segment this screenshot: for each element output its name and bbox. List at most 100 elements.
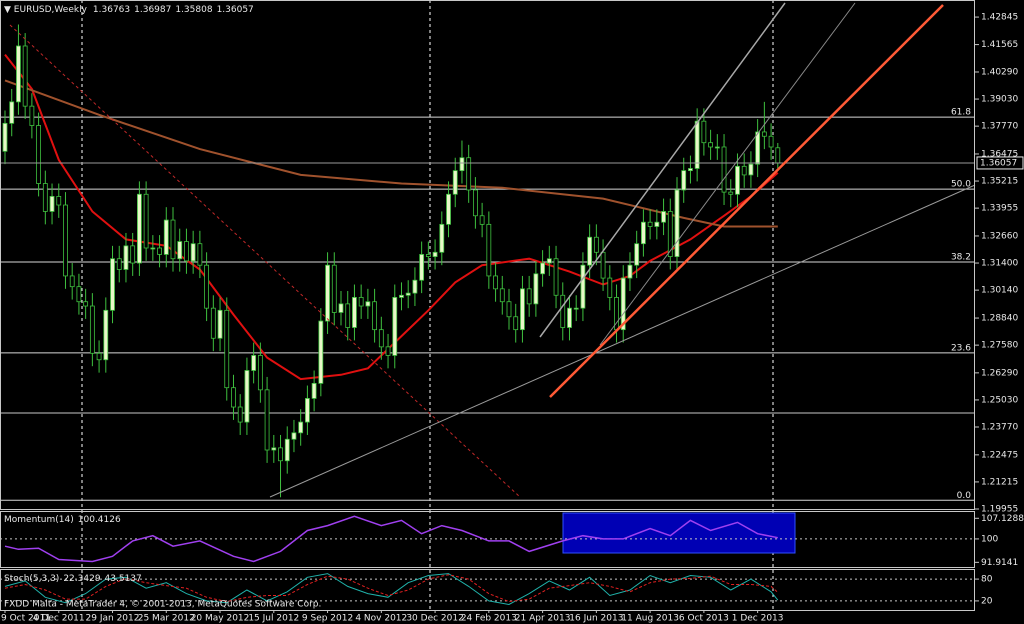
candle-body — [163, 219, 169, 255]
y-tick-label: 1.25030 — [981, 395, 1018, 405]
x-tick-label: 29 Jan 2012 — [86, 614, 140, 624]
candle-body — [378, 329, 384, 348]
y-tick-label: 91.9141 — [981, 558, 1018, 568]
candle-body — [520, 288, 525, 331]
main-frame — [0, 0, 975, 510]
candle-body — [190, 243, 196, 262]
candle-body — [157, 247, 162, 255]
candle-body — [311, 382, 317, 399]
indicator-title: Momentum(14) — [4, 515, 74, 525]
candle-body — [667, 211, 673, 257]
candle-body — [506, 301, 512, 318]
x-tick-label: 1 Dec 2013 — [732, 614, 784, 624]
candle-body — [76, 286, 82, 303]
candle-body — [36, 125, 41, 184]
y-tick-label: 1.40290 — [981, 67, 1018, 77]
candle-body — [493, 275, 498, 290]
candle-body — [331, 264, 337, 313]
candle-body — [546, 258, 552, 264]
candle-body — [694, 120, 700, 169]
candle-body — [641, 221, 646, 245]
candle-body — [647, 221, 653, 227]
candle-body — [231, 387, 236, 408]
y-tick-label: 1.39030 — [981, 95, 1018, 105]
candle-body — [49, 196, 55, 212]
x-tick-label: 9 Oct 2011 — [1, 614, 51, 624]
candle-body — [338, 303, 344, 313]
candle-body — [399, 294, 404, 298]
menu-arrow[interactable]: ▼ — [4, 5, 14, 15]
candle-body — [573, 307, 579, 310]
y-tick-label: 1.32660 — [981, 231, 1018, 241]
candle-body — [405, 292, 411, 296]
candle-body — [264, 389, 270, 451]
candle-body — [197, 243, 203, 266]
candle-body — [681, 170, 687, 191]
candle-body — [89, 305, 95, 354]
fib-label: 61.8 — [951, 108, 971, 118]
candle-body — [358, 297, 364, 307]
candle-body — [459, 157, 465, 172]
stoch-frame — [0, 569, 975, 611]
candle-body — [257, 355, 263, 391]
x-tick-label: 25 Mar 2012 — [138, 614, 195, 624]
y-tick-label: 1.28840 — [981, 314, 1018, 324]
trend-line — [549, 4, 944, 398]
candle-body — [674, 189, 680, 257]
candle-body — [130, 245, 136, 264]
open-value: 1.36763 — [93, 5, 130, 15]
high-value: 1.36987 — [134, 5, 171, 15]
indicator-value: 22.3429 — [63, 574, 100, 584]
candle-body — [298, 421, 304, 434]
candle-body — [513, 316, 519, 331]
x-tick-label: 4 Nov 2012 — [355, 614, 407, 624]
y-tick-label: 1.19955 — [981, 505, 1018, 515]
indicator-line — [4, 573, 779, 606]
candle-body — [69, 275, 75, 288]
candle-body — [634, 243, 640, 266]
candle-body — [184, 241, 189, 262]
candle-body — [224, 309, 230, 389]
candle-body — [372, 301, 378, 331]
y-tick-label: 1.41565 — [981, 40, 1018, 50]
candle-body — [425, 254, 431, 257]
candle-body — [177, 241, 183, 260]
candle-body — [593, 236, 599, 253]
trend-line — [269, 184, 976, 498]
candle-body — [526, 288, 532, 305]
y-tick-label: 1.36475 — [981, 149, 1018, 159]
plot: 1.42845 1.41565 1.40290 1.39030 1.37770 1.364… — [0, 13, 1024, 624]
fib-label: 23.6 — [951, 343, 971, 353]
indicator-value: 100.4126 — [78, 515, 121, 525]
indicator-line — [4, 574, 779, 603]
y-tick-label: 1.30140 — [981, 286, 1018, 296]
x-tick-label: 30 Dec 2012 — [406, 614, 464, 624]
candle-body — [170, 219, 176, 260]
fib-label: 0.0 — [957, 491, 972, 501]
candle-body — [768, 135, 774, 148]
candle-body — [318, 320, 324, 384]
candle-body — [304, 398, 310, 423]
y-tick-label: 100 — [981, 534, 998, 544]
low-value: 1.35808 — [175, 5, 212, 15]
candle-body — [472, 189, 478, 217]
candle-body — [237, 406, 243, 423]
candle-body — [553, 258, 559, 296]
candle-body — [204, 264, 210, 309]
candle-body — [620, 277, 626, 331]
candle-body — [16, 45, 21, 103]
candle-body — [735, 165, 740, 195]
y-tick-label: 1.21215 — [981, 477, 1018, 487]
fib-label: 50.0 — [951, 180, 971, 190]
y-tick-label: 107.1288 — [981, 514, 1024, 524]
fib-label: 38.2 — [951, 252, 971, 262]
candle-body — [755, 131, 761, 165]
candle-body — [110, 258, 115, 311]
candle-body — [392, 297, 398, 356]
candle-body — [540, 262, 545, 275]
candle-body — [278, 447, 283, 462]
candle-body — [103, 309, 109, 361]
candle-body — [123, 245, 129, 270]
